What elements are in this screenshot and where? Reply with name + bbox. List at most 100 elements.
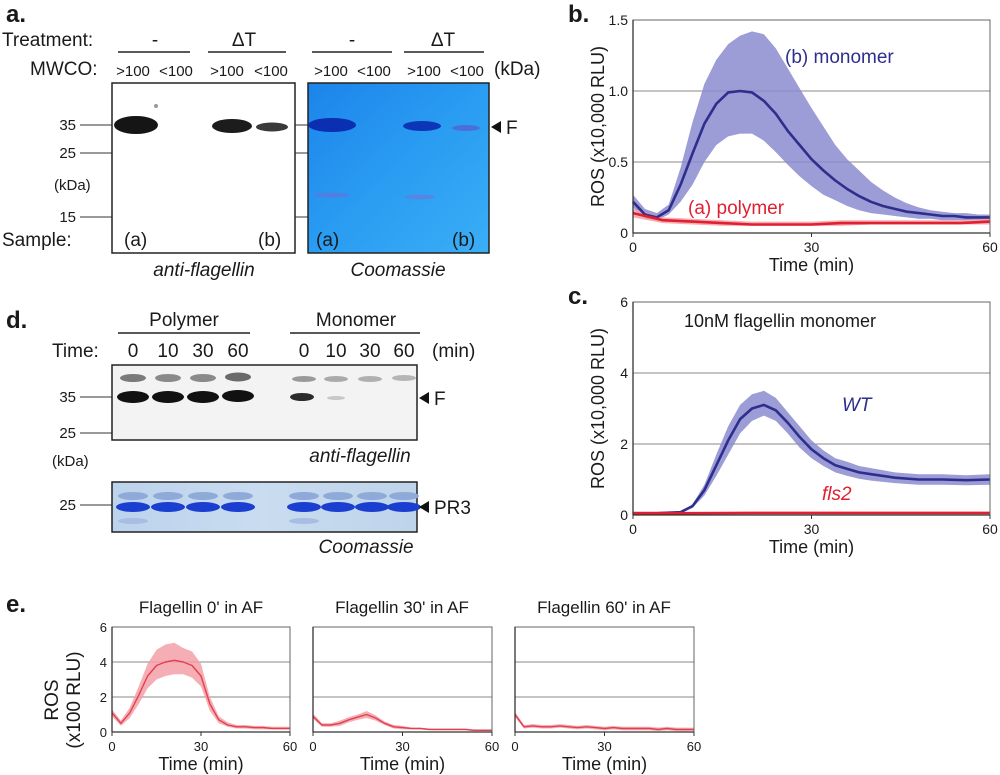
chart-title: Flagellin 30' in AF: [335, 598, 469, 617]
time-8: 60: [393, 341, 414, 362]
y-axis-label: ROS (x10,000 RLU): [588, 46, 608, 207]
band-arrow-a: [491, 121, 501, 133]
panel-a-label: a.: [6, 1, 26, 28]
chart-title: Flagellin 60' in AF: [537, 598, 671, 617]
mwco-5: >100: [314, 63, 348, 80]
series-label: (b) monomer: [785, 47, 894, 68]
mwco-1: >100: [116, 63, 150, 80]
sample-a-blot: (a): [124, 230, 147, 251]
series-WT-band: [633, 390, 990, 514]
y-tick-label: 1.0: [609, 83, 629, 99]
x-axis-label: Time (min): [562, 754, 647, 774]
x-tick-label: 0: [629, 239, 637, 255]
group-monomer: Monomer: [316, 310, 397, 331]
band-label-f: F: [506, 118, 518, 139]
y-tick-label: 0: [620, 225, 628, 241]
series-(a) polymer-band: [633, 208, 990, 226]
time-label: Time:: [52, 341, 99, 362]
series-(b) monomer-line: [632, 89, 990, 219]
band-arrow-d-bottom: [419, 501, 429, 513]
time-3: 30: [192, 341, 213, 362]
mwco-8: <100: [450, 63, 484, 80]
mwco-3: >100: [210, 63, 244, 80]
series-label: fls2: [822, 484, 852, 505]
x-axis-label: Time (min): [769, 255, 854, 275]
x-axis-label: Time (min): [769, 537, 854, 557]
treatment-group-4: ΔT: [431, 30, 456, 51]
mwco-2: <100: [159, 63, 193, 80]
series-WT-line: [633, 403, 991, 515]
time-1: 0: [128, 341, 139, 362]
series-trace-line: [111, 659, 290, 730]
x-tick-label: 60: [485, 739, 499, 754]
mwco-7: >100: [407, 63, 441, 80]
series-trace-band: [112, 642, 290, 730]
x-tick-label: 30: [804, 239, 820, 255]
x-tick-label: 0: [511, 739, 518, 754]
sample-a-gel: (a): [316, 230, 339, 251]
x-tick-label: 30: [597, 739, 611, 754]
time-unit: (min): [432, 341, 475, 362]
x-tick-label: 30: [194, 739, 208, 754]
series-trace-line: [514, 714, 694, 731]
panel-e: e. ROS (x100 RLU): [6, 591, 85, 749]
mwco-6: <100: [357, 63, 391, 80]
group-polymer: Polymer: [149, 310, 219, 331]
blot-caption-d: anti-flagellin: [309, 446, 410, 467]
chart-e2: 0 30 60 Time (min) Flagellin 30' in AF: [309, 598, 499, 774]
band-arrow-d-top: [419, 392, 429, 404]
series-(b) monomer-band: [633, 31, 990, 221]
kda-label: (kDa): [54, 177, 91, 194]
series-trace-band: [313, 711, 492, 732]
x-tick-label: 0: [108, 739, 115, 754]
y-tick-label: 6: [100, 620, 107, 635]
x-tick-label: 60: [982, 521, 998, 537]
time-4: 60: [227, 341, 248, 362]
panel-e-label: e.: [6, 591, 26, 618]
x-tick-label: 0: [629, 521, 637, 537]
marker-d-35: 35: [59, 389, 76, 406]
treatment-group-1: -: [152, 30, 158, 51]
series-(a) polymer-line: [632, 211, 991, 226]
panel-e-ylabel-1: ROS: [42, 679, 63, 720]
marker-25: 25: [59, 145, 76, 162]
time-7: 30: [359, 341, 380, 362]
western-blot-d: [111, 364, 418, 441]
time-6: 10: [325, 341, 346, 362]
marker-d-bottom-25: 25: [59, 497, 76, 514]
treatment-group-2: ΔT: [232, 30, 257, 51]
y-tick-label: 2: [620, 436, 628, 452]
gel-caption-d: Coomassie: [318, 537, 413, 558]
y-tick-label: 4: [620, 365, 628, 381]
panel-c-label: c.: [568, 283, 588, 310]
chart-title: 10nM flagellin monomer: [684, 311, 876, 331]
band-label-pr3: PR3: [434, 498, 471, 519]
y-tick-label: 0: [620, 507, 628, 523]
chart-title: Flagellin 0' in AF: [139, 598, 263, 617]
panel-e-ylabel-2: (x100 RLU): [64, 651, 85, 748]
treatment-label: Treatment:: [2, 30, 93, 51]
mwco-label: MWCO:: [30, 59, 98, 80]
x-tick-label: 30: [804, 521, 820, 537]
sample-b-gel: (b): [452, 230, 475, 251]
x-tick-label: 30: [395, 739, 409, 754]
panel-b-label: b.: [568, 1, 589, 28]
coomassie-gel-a: [307, 82, 490, 254]
y-tick-label: 6: [620, 294, 628, 310]
western-blot-a: [111, 82, 296, 254]
series-label: (a) polymer: [688, 198, 785, 219]
time-2: 10: [157, 341, 178, 362]
blot-caption-a: anti-flagellin: [153, 260, 254, 281]
x-axis-label: Time (min): [158, 754, 243, 774]
y-tick-label: 1.5: [609, 12, 629, 28]
x-tick-label: 60: [982, 239, 998, 255]
treatment-group-3: -: [349, 30, 355, 51]
panel-d-label: d.: [6, 307, 27, 334]
marker-d-25: 25: [59, 425, 76, 442]
gel-caption-a: Coomassie: [350, 260, 445, 281]
time-5: 0: [299, 341, 310, 362]
band-label-d-f: F: [434, 389, 446, 410]
plot-frame: [514, 626, 695, 733]
